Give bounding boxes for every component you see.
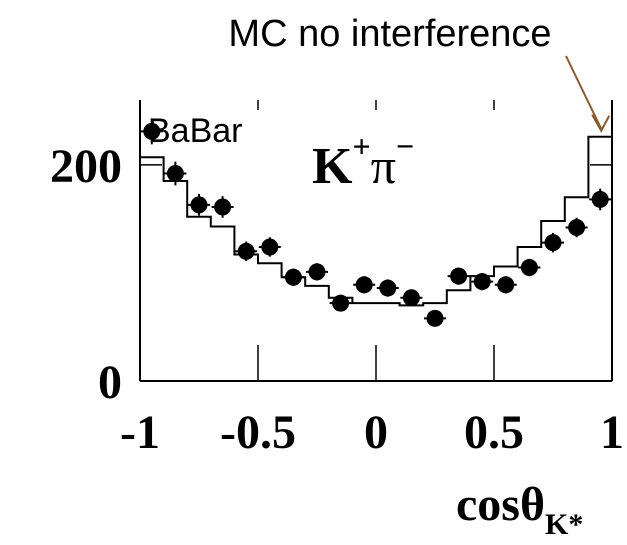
data-point xyxy=(143,122,161,140)
data-point xyxy=(355,276,373,294)
data-point xyxy=(284,268,302,286)
annotation-arrow-head xyxy=(591,114,611,133)
data-point xyxy=(450,267,468,285)
data-point xyxy=(261,238,279,256)
data-point xyxy=(190,196,208,214)
mc-histogram xyxy=(140,135,613,381)
annotation-arrow xyxy=(565,55,611,133)
data-point xyxy=(166,164,184,182)
data-point xyxy=(497,276,515,294)
data-point xyxy=(520,259,538,277)
data-point xyxy=(402,289,420,307)
experiment-label: BaBar xyxy=(148,112,243,150)
x-tick-label: 0 xyxy=(364,406,388,459)
data-point xyxy=(544,234,562,252)
data-point xyxy=(332,294,350,312)
x-tick-label: -1 xyxy=(120,406,160,459)
data-point xyxy=(308,263,326,281)
x-tick-label: 1 xyxy=(600,406,624,459)
annotation-arrow-line xyxy=(565,55,603,130)
x-ticks: -1 -0.5 0 0.5 1 xyxy=(120,100,624,459)
data-point xyxy=(214,198,232,216)
y-tick-label: 200 xyxy=(50,140,122,193)
y-ticks: 0 200 xyxy=(50,140,612,409)
data-point xyxy=(237,242,255,260)
x-tick-label: 0.5 xyxy=(464,406,524,459)
histogram-step-line xyxy=(140,135,613,381)
data-point xyxy=(379,279,397,297)
data-point xyxy=(591,190,609,208)
x-axis-label: cosθK* xyxy=(456,478,583,541)
annotation-label: MC no interference xyxy=(228,13,551,55)
y-tick-label: 0 xyxy=(98,356,122,409)
data-point xyxy=(473,273,491,291)
channel-label: K+π− xyxy=(312,128,414,195)
data-points xyxy=(140,118,612,327)
data-point xyxy=(568,219,586,237)
x-tick-label: -0.5 xyxy=(220,406,296,459)
data-point xyxy=(426,309,444,327)
